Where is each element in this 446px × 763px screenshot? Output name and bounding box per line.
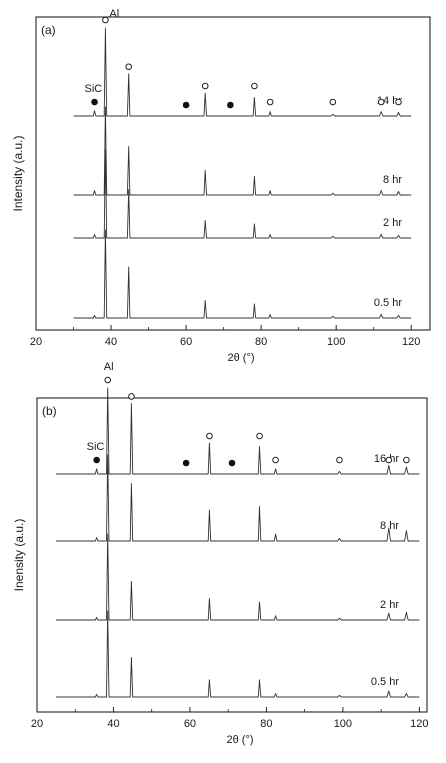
panel-label: (a) [41,23,56,37]
sic-peak-marker [91,98,98,106]
x-axis-label: 2θ (°) [226,734,253,746]
al-peak-marker [128,393,135,400]
series-label: 2 hr [383,217,402,229]
x-tick-label: 40 [105,336,117,348]
al-peak-marker [125,63,132,71]
sic-phase-label: SiC [87,441,105,453]
al-phase-label: Al [104,361,114,373]
x-tick-label: 60 [180,336,192,348]
al-peak-marker [266,98,274,106]
al-peak-marker [272,456,279,464]
sic-peak-marker [182,101,190,109]
x-tick-label: 20 [31,718,43,730]
al-peak-marker [395,98,402,106]
x-tick-label: 40 [107,718,119,730]
al-peak-marker [377,98,385,106]
pattern-line [73,149,412,239]
al-peak-marker [201,82,209,90]
sic-peak-marker [227,101,234,109]
pattern-line [56,533,420,621]
al-peak-marker [385,456,393,464]
al-peak-marker [206,432,213,440]
x-tick-label: 100 [327,336,345,348]
al-peak-marker [329,98,337,106]
al-phase-label: Al [109,8,119,20]
series-label: 8 hr [380,520,399,532]
y-axis-label: Inensity (a.u.) [12,519,26,592]
series-label: 2 hr [380,599,399,611]
x-tick-label: 100 [334,718,352,730]
sic-peak-marker [228,459,236,467]
series-label: 0.5 hr [371,676,399,688]
pattern-line [73,229,412,319]
al-peak-marker [403,456,410,464]
pattern-line [73,27,412,117]
x-tick-label: 120 [402,336,420,348]
sic-phase-label: SiC [85,83,103,95]
al-peak-marker [102,16,109,24]
pattern-line [56,610,420,698]
x-tick-label: 80 [260,718,272,730]
x-tick-label: 60 [184,718,196,730]
series-label: 0.5 hr [374,297,402,309]
pattern-line [56,454,420,542]
plot-frame [36,397,428,713]
x-tick-label: 120 [410,718,428,730]
al-peak-marker [336,456,343,464]
x-axis-label: 2θ (°) [227,352,254,364]
sic-peak-marker [93,456,100,464]
series-label: 8 hr [383,174,402,186]
pattern-line [56,387,420,475]
x-tick-label: 80 [255,336,267,348]
al-peak-marker [251,82,258,90]
y-axis-label: Intensity (a.u.) [11,135,25,211]
sic-peak-marker [182,459,190,467]
pattern-line [73,106,412,196]
al-peak-marker [256,432,263,440]
x-tick-label: 20 [30,336,42,348]
al-peak-marker [104,376,112,384]
panel-label: (b) [42,404,57,418]
plot-frame [35,16,431,331]
